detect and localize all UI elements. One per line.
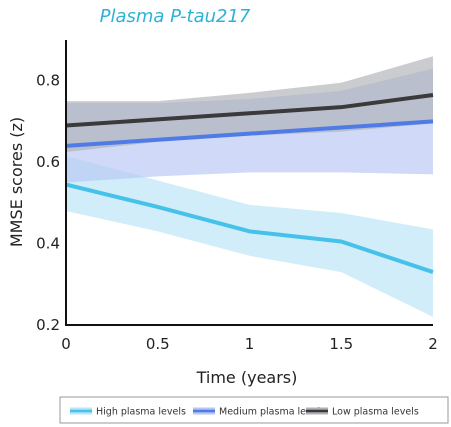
low-plasma-levels-line	[65, 92, 434, 128]
chart-title: Plasma P-tau217	[100, 6, 251, 27]
x-tick-label: 0.5	[146, 335, 170, 353]
high-plasma-levels-line	[65, 182, 434, 274]
y-tick-label: 0.6	[36, 153, 60, 171]
series-lines	[65, 92, 434, 274]
y-tick-label: 0.4	[36, 235, 60, 253]
legend-box	[59, 396, 449, 424]
confidence-bands	[66, 56, 433, 317]
medium-plasma-levels-line	[65, 119, 434, 148]
high-plasma-levels-band	[66, 156, 433, 317]
high-plasma-levels-legend-label: High plasma levels	[96, 407, 186, 418]
x-tick-label: 1.5	[329, 335, 353, 353]
legend: High plasma levels Medium plasma levels Lo…	[59, 396, 449, 424]
axes: 0.2 0.4 0.6 0.8 0 0.5 1 1.5 2	[36, 40, 438, 353]
low-plasma-levels-legend-label: Low plasma levels	[332, 407, 419, 418]
x-tick-label: 0	[61, 335, 71, 353]
medium-plasma-levels-legend-label: Medium plasma levels	[219, 407, 325, 418]
x-tick-label: 1	[245, 335, 255, 353]
x-tick-label: 2	[428, 335, 438, 353]
y-tick-label: 0.8	[36, 72, 60, 90]
y-tick-label: 0.2	[36, 316, 60, 334]
y-axis-label: MMSE scores (z)	[7, 117, 26, 247]
x-axis-label: Time (years)	[196, 368, 298, 387]
